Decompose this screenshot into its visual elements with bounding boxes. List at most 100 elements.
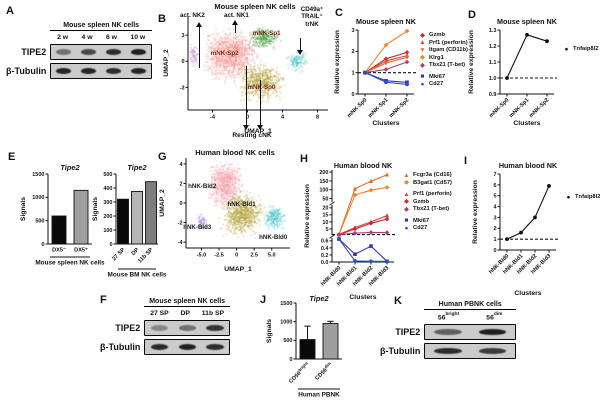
legend-marker-icon: ▼ bbox=[419, 46, 426, 54]
svg-text:0: 0 bbox=[179, 201, 182, 207]
svg-text:500: 500 bbox=[103, 172, 112, 178]
human-blood-marker-chart: 0.0 0.2 0.4 0.6 5 10 15 20 50 100 150 200 hNK-Bld0 hN… bbox=[302, 160, 460, 302]
panel-c: C 0 1 2 3 mNK-Sp0 mNK-Sp1 mNK-Sp2 Mouse spleen … bbox=[330, 6, 470, 142]
svg-text:0.6: 0.6 bbox=[321, 239, 329, 245]
umap-mouse-spleen: 3 0 -3 -4 0 4 8 UMAP_2 UMAP_1 mNK-Sp2 mNK-Sp1 mNK-S… bbox=[160, 10, 338, 136]
chart_c-legend: ◆ Gzmb ▲ Prf1 (perforin) ▼ Itgam (CD11b) ◆ Klrg… bbox=[418, 32, 468, 93]
svg-text:1.1: 1.1 bbox=[489, 60, 497, 66]
blot-header: Mouse spleen NK cells bbox=[144, 298, 230, 307]
panel-j-label: J bbox=[260, 294, 267, 306]
protein-band bbox=[433, 329, 462, 336]
cluster-label: hNK-Bld3 bbox=[183, 224, 212, 232]
umap-human-blood: 4 2 0 -2 -4 -5.0 -2.5 0 2.5 5.0 UMAP_2 UMAP_1 hNK-Bl… bbox=[156, 156, 296, 274]
svg-text:mNK-Sp0: mNK-Sp0 bbox=[488, 97, 510, 119]
svg-text:300: 300 bbox=[103, 200, 112, 206]
blot-grid: Mouse spleen NK cells 2 w 4 w 6 w 10 w TIPE2 β… bbox=[6, 22, 152, 79]
panel-a-label: A bbox=[6, 5, 14, 17]
svg-text:mNK-Sp1: mNK-Sp1 bbox=[367, 97, 389, 119]
chart_h-svg: 0.00.20.40.6510152050100150200hNK-Bld0hN… bbox=[304, 161, 397, 301]
svg-text:0.4: 0.4 bbox=[321, 246, 330, 252]
legend-label: Tnfaip8l2 bbox=[573, 46, 599, 52]
cluster-label: hNK-Bld1 bbox=[227, 200, 256, 208]
protein-band bbox=[206, 344, 224, 350]
lane-label: DP bbox=[180, 310, 190, 317]
legend-marker-icon: ◆ bbox=[404, 205, 409, 213]
panel-j: J 0 500 1000 1500 CD56bright CD56dim Tipe2 Sign… bbox=[256, 291, 392, 403]
svg-text:Relative expression: Relative expression bbox=[472, 180, 479, 244]
svg-text:UMAP_1: UMAP_1 bbox=[244, 128, 272, 135]
svg-text:1: 1 bbox=[493, 237, 496, 243]
protein-band bbox=[150, 325, 168, 331]
svg-text:4: 4 bbox=[281, 115, 285, 121]
umap_mouse-dots bbox=[188, 16, 328, 110]
protein-band bbox=[56, 49, 72, 55]
svg-text:mNK-Sp2: mNK-Sp2 bbox=[388, 97, 410, 119]
svg-text:0: 0 bbox=[41, 242, 44, 248]
protein-band bbox=[206, 325, 224, 331]
svg-text:4: 4 bbox=[179, 162, 183, 168]
legend-marker-icon: ◆ bbox=[420, 31, 425, 39]
lane-label: 27 SP bbox=[150, 310, 169, 317]
arrow-trnk bbox=[296, 38, 305, 55]
panel-f: F Mouse spleen NK cells 27 SP DP 11b SP TIPE… bbox=[96, 292, 264, 402]
legend-label: Prf1 (perforin) bbox=[413, 191, 452, 198]
svg-text:-2.5: -2.5 bbox=[214, 253, 223, 259]
svg-text:Clusters: Clusters bbox=[514, 290, 541, 297]
svg-text:400: 400 bbox=[103, 186, 112, 192]
blot-band-box bbox=[50, 44, 152, 60]
legend-entry: ● Tnfaip8l2 bbox=[564, 194, 600, 202]
svg-text:Human blood NK: Human blood NK bbox=[334, 161, 393, 170]
svg-text:5: 5 bbox=[325, 227, 328, 233]
protein-band bbox=[105, 68, 122, 74]
blot-band-box bbox=[144, 339, 230, 355]
chart_i-legend: ● Tnfaip8l2 bbox=[564, 194, 600, 206]
svg-text:Human PBNK: Human PBNK bbox=[298, 392, 340, 399]
annotation-act-nk1: act. NK1 bbox=[224, 12, 249, 19]
legend-marker-icon: ▲ bbox=[403, 190, 410, 198]
svg-text:UMAP_2: UMAP_2 bbox=[159, 189, 166, 217]
lane-label: 11b SP bbox=[201, 310, 225, 317]
svg-text:Relative expression: Relative expression bbox=[304, 184, 311, 248]
svg-text:1.0: 1.0 bbox=[489, 76, 497, 82]
legend-entry: ■ Mki67 bbox=[418, 74, 468, 82]
legend-label: Mki67 bbox=[413, 217, 430, 224]
umap_human-dots bbox=[186, 158, 290, 248]
svg-text:CD56dim: CD56dim bbox=[313, 361, 334, 382]
legend-label: Tbx21 (T-bet) bbox=[429, 62, 466, 69]
svg-text:3: 3 bbox=[351, 28, 354, 34]
panel-d-label: D bbox=[468, 9, 476, 21]
arrow-resting-cnk-2 bbox=[256, 80, 265, 130]
chart_d-legend: ● Tnfaip8l2 bbox=[562, 46, 599, 58]
legend-entry: ◆ Gzmb bbox=[418, 32, 468, 40]
legend-marker-icon: ● bbox=[404, 224, 409, 232]
svg-text:UMAP_2: UMAP_2 bbox=[163, 49, 170, 77]
svg-text:Mouse spleen NK: Mouse spleen NK bbox=[497, 17, 558, 26]
panel-i: I 0 1 2 3 4 5 6 7 hNK-Bld0 hNK-Bld1 hNK-Bld2 hNK-Bl… bbox=[462, 152, 600, 302]
blot-row-label: β-Tubulin bbox=[100, 342, 141, 352]
svg-text:-5.0: -5.0 bbox=[197, 253, 206, 259]
svg-text:mNK-Sp2: mNK-Sp2 bbox=[528, 97, 550, 119]
svg-text:DX5⁺: DX5⁺ bbox=[74, 247, 88, 254]
svg-text:Tipe2: Tipe2 bbox=[309, 294, 329, 303]
svg-text:100: 100 bbox=[103, 228, 112, 234]
blot-header: Mouse spleen NK cells bbox=[50, 22, 152, 31]
lane-label: 56bright bbox=[437, 312, 460, 322]
cluster-label: mNK-Sp2 bbox=[210, 50, 239, 58]
svg-text:Relative expression: Relative expression bbox=[468, 30, 475, 94]
svg-text:CD56bright: CD56bright bbox=[287, 360, 312, 385]
blot-row-label: β-Tubulin bbox=[380, 346, 421, 357]
svg-text:1: 1 bbox=[351, 71, 354, 77]
umap-mouse-title: Mouse spleen NK cells bbox=[214, 2, 296, 11]
legend-marker-icon: ◆ bbox=[404, 198, 409, 206]
annotation-resting-cnk: Resting cNK bbox=[232, 132, 272, 139]
svg-text:-4: -4 bbox=[178, 240, 184, 246]
blot-lane-labels: 56bright 56dim bbox=[424, 312, 516, 322]
legend-marker-icon: ● bbox=[566, 193, 571, 201]
blot-row-label: TIPE2 bbox=[115, 323, 141, 333]
svg-text:0: 0 bbox=[181, 59, 184, 65]
legend-entry: ▲ Prf1 (perforin) bbox=[418, 40, 468, 48]
legend-entry: ◆ Tbx21 (T-bet) bbox=[402, 206, 452, 214]
